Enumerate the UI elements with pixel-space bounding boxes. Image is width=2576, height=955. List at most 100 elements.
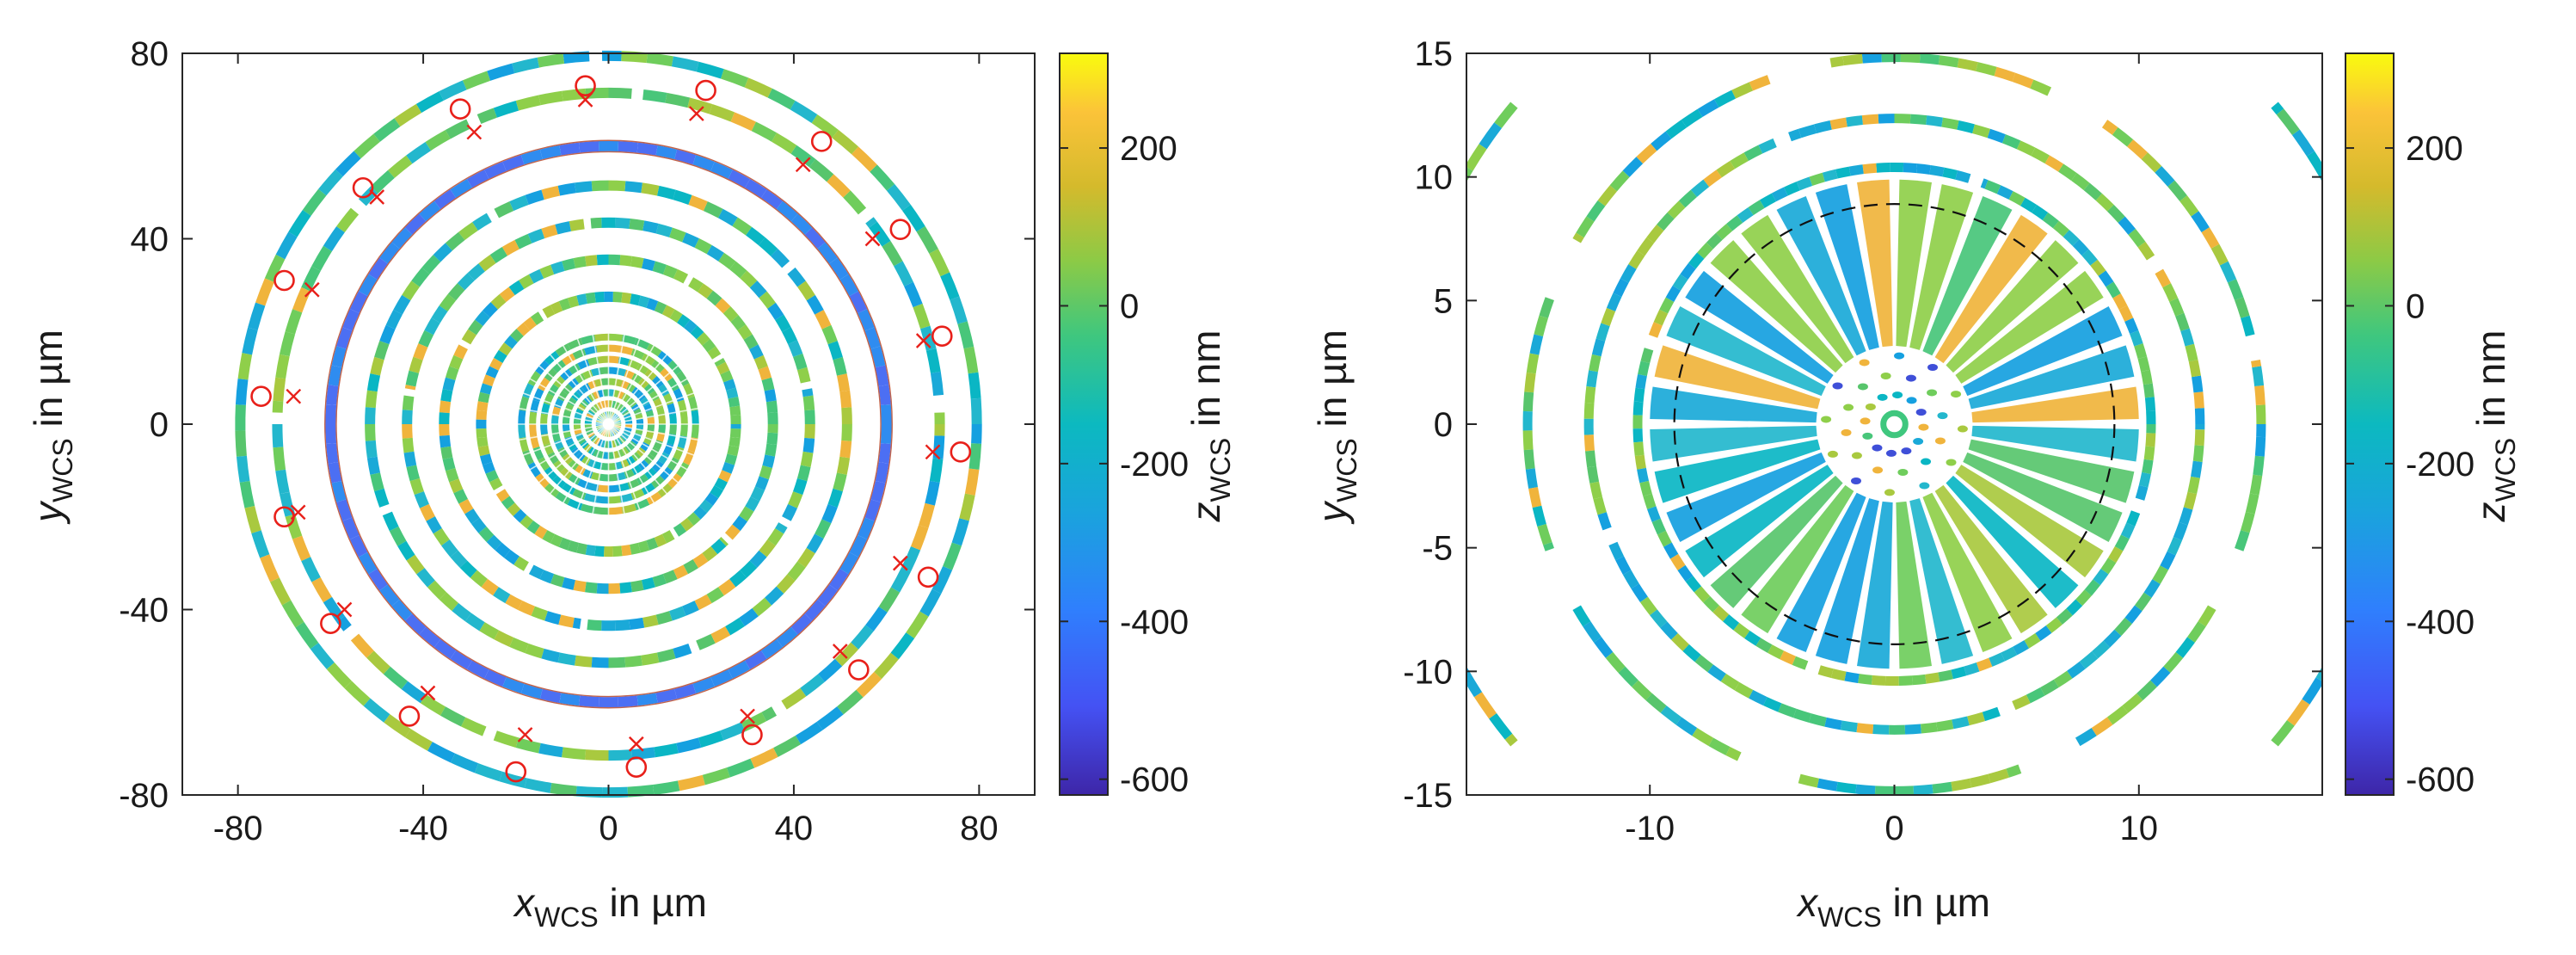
ring-arc [793,478,808,496]
ring-arc [555,343,571,357]
left-ylabel-unit: in µm [26,330,71,438]
ring-arc [559,693,581,706]
ring-arc [1846,115,1863,127]
ring-arc [1955,170,1971,183]
ring-arc [2001,134,2021,150]
ring-arc [2045,617,2063,633]
ring-arc [656,432,666,442]
ring-arc [476,401,489,412]
left-colorbar-gradient [1059,52,1109,796]
ring-arc [557,652,576,666]
ring-arc [679,411,688,425]
ring-arc [1534,315,1548,337]
ring-arc [679,423,688,437]
wedge [1946,475,2079,608]
ring-arc [744,77,772,98]
ring-arc [594,507,609,515]
ring-arc [404,385,416,391]
disk-wedge-gap [559,423,610,509]
ring-arc [1824,717,1842,730]
ring-arc [1624,0,1646,8]
ring-arc [2138,471,2151,488]
ring-arc [841,407,852,425]
ring-arc [508,280,525,296]
ring-arc [525,643,544,659]
ring-arc [1678,189,1697,208]
ring-arc [544,611,562,625]
ring-arc [563,410,572,418]
ring-arc [616,367,627,377]
ring-arc [587,447,596,456]
ring-arc [641,652,660,666]
ring-arc [1524,372,1536,393]
ring-arc [677,399,687,413]
ring-arc [950,296,968,324]
colorbar-tick-label: 200 [1120,130,1177,168]
center-dot [1906,397,1917,404]
ring-arc [2124,317,2139,335]
ring-arc [630,489,645,500]
ring-arc [968,443,982,470]
ring-arc [624,181,642,194]
ring-arc [1682,644,1701,662]
ring-arc [374,341,390,360]
ring-arc [707,346,722,360]
ring-arc [620,459,630,468]
ring-arc [621,51,648,64]
ring-arc [1733,894,1758,902]
ring-arc [326,662,352,689]
ring-arc [759,465,772,480]
ring-arc [1411,287,1417,312]
ring-arc [421,255,441,274]
ring-arc [630,256,644,268]
x-marker [740,708,755,724]
ring-arc [489,247,507,264]
ring-arc [1622,157,1644,177]
ring-arc [528,564,544,580]
circle-marker [889,219,912,241]
left-xlabel-var: x [513,880,536,925]
ring-edge [335,151,882,698]
disk-wedge-gap [607,328,626,425]
ring-arc [1526,353,1540,374]
ring-arc [518,423,526,439]
ring-arc [1622,570,1639,589]
x-marker [304,281,320,298]
wedge [1896,179,1932,348]
center-dot [1901,447,1912,455]
ring-arc [706,587,724,604]
ring-arc [621,544,632,557]
ring-arc [336,327,353,349]
center-dot [1894,352,1905,360]
ring-arc [379,242,400,264]
ring-arc [906,611,929,639]
colorbar-tick-label: 200 [2406,130,2463,168]
center-dot [1919,482,1930,490]
ring-arc [1675,717,1698,736]
ring-arc [1647,506,1661,522]
circle-marker [449,98,471,120]
ring-arc [904,281,923,308]
ring-arc [667,434,676,446]
ring-arc [2255,404,2266,425]
x-marker [286,388,302,404]
ring-arc [494,630,514,647]
ring-arc [586,413,593,419]
ring-arc [568,363,581,375]
ring-arc [2167,180,2187,201]
ring-arc [833,472,847,492]
ring-arc [618,695,638,707]
ring-arc [2152,565,2169,584]
circle-marker [848,659,870,681]
ring-arc [1938,669,1953,682]
ring-arc [2106,204,2125,223]
ring-arc [597,439,604,447]
ring-arc [1631,583,1648,602]
ring-arc [2008,191,2026,206]
ring-arc [2072,239,2089,256]
ring-arc [542,305,556,318]
ring-arc [839,274,859,297]
ring-arc [776,626,798,648]
disk-wedge-gap [607,339,658,425]
ring-arc [331,346,347,368]
